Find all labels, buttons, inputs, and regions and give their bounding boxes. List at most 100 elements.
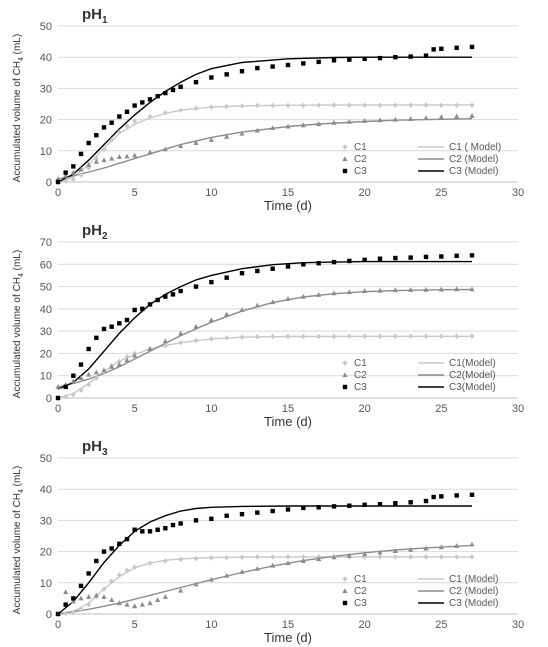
legend-label: C2 (Model) [449,586,498,597]
series-c2 [55,113,475,181]
data-point [209,516,214,522]
data-point [454,113,460,119]
data-point [454,493,459,498]
y-tick-label: 20 [40,348,52,360]
data-point [469,333,475,340]
data-point [116,572,122,578]
y-tick-label: 30 [40,83,52,95]
data-point [109,597,115,602]
legend-label: C2 (Model) [449,154,498,165]
x-axis-label: Time (d) [264,414,312,429]
data-point [362,551,368,557]
data-point [178,84,183,90]
data-point [331,504,337,509]
series-c1 [55,554,475,617]
data-point [224,335,230,341]
data-point [408,287,414,292]
data-point [331,102,337,109]
data-point [162,594,168,599]
data-point [300,554,306,560]
data-point [270,125,276,131]
data-point [140,529,145,534]
data-point [124,601,130,607]
x-tick-label: 0 [55,187,61,199]
data-point [346,333,352,340]
data-point [239,69,245,74]
data-point [117,321,122,326]
legend-label: C1 [354,574,367,585]
data-point [300,333,306,340]
y-tick-label: 40 [40,52,52,64]
data-point [362,257,367,263]
data-point [101,549,107,554]
x-axis-label: Time (d) [264,630,312,645]
data-point [132,152,138,158]
data-point [224,513,229,518]
data-point [239,271,245,276]
legend-label: C3(Model) [449,382,496,393]
legend-marker-c2 [342,156,348,161]
x-tick-label: 15 [282,619,294,631]
y-tick-label: 70 [40,237,52,249]
y-axis-label-subscript: 4 [18,273,25,277]
data-point [393,255,398,261]
data-point [331,290,337,296]
y-axis-label-subscript: 4 [18,57,25,61]
x-tick-label: 30 [512,619,524,631]
x-tick-label: 10 [205,403,217,415]
data-point [239,569,245,574]
data-point [147,113,153,120]
data-point [270,554,276,560]
data-point [193,284,199,289]
data-point [132,103,137,108]
data-point [254,554,260,560]
data-point [116,600,122,606]
data-point [438,114,444,120]
data-point [285,560,291,566]
y-axis-label-unit: (mL) [12,250,23,273]
data-point [162,109,168,116]
y-axis-label: Accumulated volume of CH4 (mL) [12,466,25,614]
x-tick-label: 20 [359,187,371,199]
data-point [71,373,76,378]
data-point [224,133,230,139]
model-line-3 [57,56,472,183]
model-line-2 [57,288,473,388]
data-point [270,333,276,340]
x-tick-label: 10 [205,187,217,199]
data-point [124,153,130,159]
legend-marker-c3 [342,168,348,174]
data-point [408,554,414,560]
x-tick-label: 20 [359,403,371,415]
data-point [101,326,107,332]
data-point [454,286,460,292]
data-point [285,102,291,109]
data-point [362,56,367,61]
y-tick-label: 0 [46,177,52,189]
data-point [101,586,107,592]
data-point [78,362,84,367]
legend-marker-c2 [342,588,348,593]
data-point [408,116,414,121]
data-point [124,317,130,323]
data-point [316,102,322,109]
data-point [109,120,114,125]
data-point [438,333,444,340]
data-point [469,541,475,547]
data-point [423,498,429,504]
data-point [55,176,61,181]
x-tick-label: 25 [435,187,447,199]
data-point [193,581,199,587]
data-point [162,146,168,152]
data-point [78,166,84,172]
data-point [316,59,321,65]
data-point [132,352,138,358]
data-point [346,552,352,558]
data-point [55,395,61,401]
data-point [117,114,122,119]
x-tick-label: 20 [359,619,371,631]
data-point [438,544,444,550]
data-point [170,292,176,297]
data-point [163,526,168,531]
data-point [63,178,69,184]
